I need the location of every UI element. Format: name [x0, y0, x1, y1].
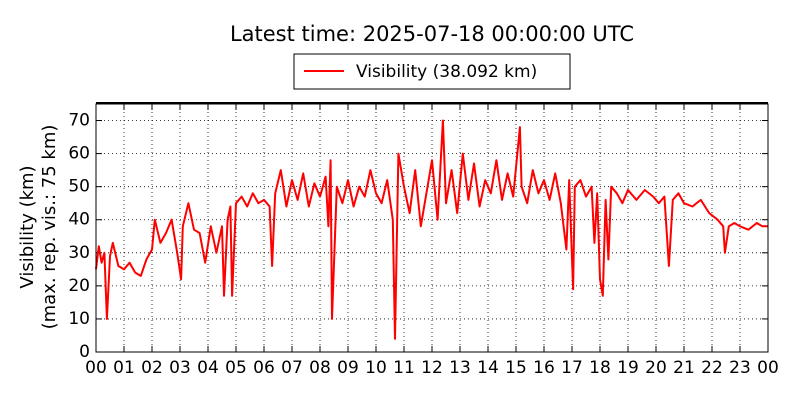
chart-title: Latest time: 2025-07-18 00:00:00 UTC: [230, 22, 634, 46]
x-tick-label: 10: [365, 358, 387, 378]
x-tick-label: 00: [757, 358, 779, 378]
y-tick-label: 30: [68, 243, 90, 263]
x-tick-label: 01: [113, 358, 135, 378]
x-tick-label: 05: [225, 358, 247, 378]
x-tick-label: 02: [141, 358, 163, 378]
x-tick-label: 09: [337, 358, 359, 378]
x-tick-label: 21: [673, 358, 695, 378]
x-tick-label: 11: [393, 358, 415, 378]
x-tick-label: 17: [561, 358, 583, 378]
x-tick-label: 16: [533, 358, 555, 378]
y-tick-label: 10: [68, 309, 90, 329]
legend-label: Visibility (38.092 km): [356, 62, 537, 82]
y-axis-label: Visibility (km): [17, 165, 38, 288]
y-tick-label: 0: [79, 342, 90, 362]
x-tick-label: 07: [281, 358, 303, 378]
x-tick-label: 20: [645, 358, 667, 378]
x-tick-label: 19: [617, 358, 639, 378]
x-tick-label: 13: [449, 358, 471, 378]
x-tick-label: 06: [253, 358, 275, 378]
x-tick-label: 03: [169, 358, 191, 378]
y-axis-label: (max. rep. vis.: 75 km): [39, 125, 60, 330]
x-tick-label: 04: [197, 358, 219, 378]
y-tick-label: 20: [68, 276, 90, 296]
x-tick-label: 15: [505, 358, 527, 378]
y-tick-label: 70: [68, 111, 90, 131]
y-tick-label: 40: [68, 210, 90, 230]
y-tick-label: 50: [68, 177, 90, 197]
x-tick-label: 12: [421, 358, 443, 378]
data-line: [95, 119, 768, 340]
x-tick-label: 22: [701, 358, 723, 378]
x-tick-label: 00: [85, 358, 107, 378]
x-tick-label: 14: [477, 358, 499, 378]
x-tick-label: 18: [589, 358, 611, 378]
x-tick-label: 08: [309, 358, 331, 378]
x-tick-label: 23: [729, 358, 751, 378]
y-tick-label: 60: [68, 144, 90, 164]
